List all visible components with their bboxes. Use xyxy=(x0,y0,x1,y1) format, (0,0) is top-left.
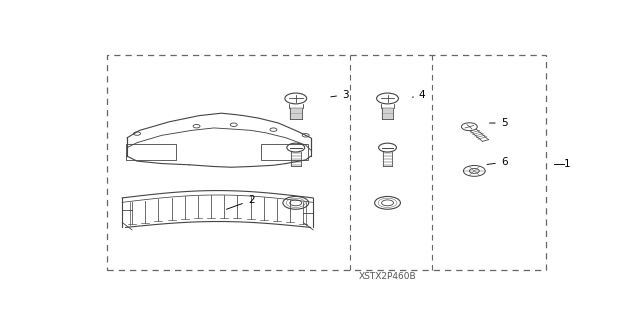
Text: 1: 1 xyxy=(564,159,570,168)
Text: XSTX2P460B: XSTX2P460B xyxy=(358,272,417,281)
Bar xyxy=(108,56,547,271)
Text: 2: 2 xyxy=(227,196,255,209)
Text: 6: 6 xyxy=(487,157,508,167)
Text: 4: 4 xyxy=(412,90,426,100)
Text: 5: 5 xyxy=(490,118,508,128)
Text: 3: 3 xyxy=(331,90,349,100)
